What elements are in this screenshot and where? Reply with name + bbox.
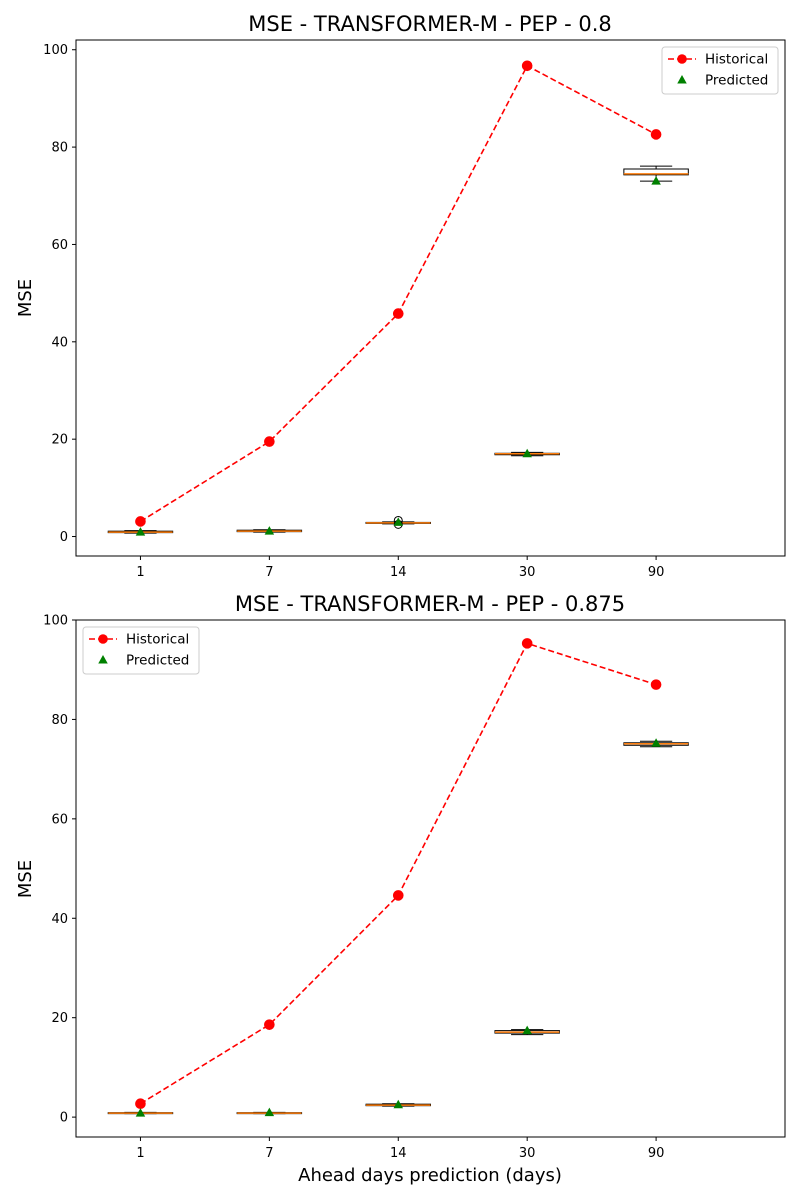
y-tick-label: 80 (51, 713, 68, 728)
x-tick-label: 1 (136, 1146, 144, 1161)
y-tick-label: 0 (60, 1111, 68, 1126)
chart-panel-top: MSE - TRANSFORMER-M - PEP - 0.8 MSE 0 20 4… (15, 12, 786, 580)
predicted-point (393, 1099, 404, 1109)
predicted-point (522, 448, 532, 458)
historical-point (650, 129, 662, 140)
predicted-point (135, 527, 146, 536)
x-tick-label: 7 (265, 565, 273, 580)
historical-point (264, 1019, 275, 1030)
legend: Historical Predicted (82, 626, 200, 675)
chart-title: MSE - TRANSFORMER-M - PEP - 0.8 (248, 12, 612, 36)
predicted-point (651, 176, 661, 185)
chart-title: MSE - TRANSFORMER-M - PEP - 0.875 (235, 592, 625, 616)
predicted-point (393, 517, 404, 526)
chart-panel-bottom: MSE - TRANSFORMER-M - PEP - 0.875 MSE Ah… (15, 592, 786, 1186)
y-tick-label: 40 (51, 912, 68, 927)
x-axis-label: Ahead days prediction (days) (298, 1165, 562, 1186)
x-tick-label: 14 (390, 565, 407, 580)
legend-predicted-label: Predicted (705, 73, 768, 89)
x-tick-label: 30 (519, 1146, 536, 1161)
y-axis-label: MSE (15, 279, 36, 317)
predicted-point (651, 738, 661, 747)
y-tick-label: 0 (60, 530, 68, 545)
axes-frame (75, 619, 786, 1138)
x-tick-label: 1 (136, 565, 144, 580)
y-tick-label: 20 (51, 1011, 68, 1026)
y-tick-label: 60 (51, 238, 68, 253)
legend-historical-marker (98, 634, 108, 644)
y-tick-label: 20 (51, 433, 68, 448)
y-tick-label: 100 (43, 614, 68, 629)
predicted-point (135, 1108, 146, 1117)
historical-point (650, 679, 662, 690)
predicted-point (522, 1025, 532, 1035)
y-tick-label: 100 (43, 43, 68, 58)
x-tick-label: 14 (390, 1146, 407, 1161)
predicted-point (264, 526, 275, 535)
legend-predicted-marker (677, 75, 687, 84)
box-body (623, 168, 689, 176)
y-tick-label: 40 (51, 335, 68, 350)
x-tick-label: 7 (265, 1146, 273, 1161)
y-tick-label: 60 (51, 812, 68, 827)
y-tick-label: 80 (51, 141, 68, 156)
legend-historical-label: Historical (126, 632, 189, 648)
plot-area: 0 20 40 60 80 100 1 7 14 30 90 (43, 614, 786, 1161)
legend-historical-label: Historical (705, 52, 768, 68)
historical-point (264, 436, 275, 447)
plot-area: 0 20 40 60 80 100 1 7 14 30 90 (43, 39, 786, 580)
historical-point (521, 638, 533, 649)
legend-predicted-label: Predicted (126, 653, 189, 669)
legend-predicted-marker (98, 655, 108, 664)
historical-point (392, 890, 404, 901)
x-tick-label: 30 (519, 565, 536, 580)
historical-point (392, 308, 404, 319)
y-axis-label: MSE (15, 860, 36, 898)
axes-frame (75, 39, 786, 557)
x-tick-label: 90 (648, 565, 665, 580)
historical-point (135, 516, 146, 527)
legend: Historical Predicted (661, 46, 779, 95)
predicted-point (264, 1107, 275, 1117)
historical-point (135, 1098, 146, 1109)
historical-point (521, 60, 533, 72)
x-tick-label: 90 (648, 1146, 665, 1161)
legend-historical-marker (677, 54, 687, 64)
